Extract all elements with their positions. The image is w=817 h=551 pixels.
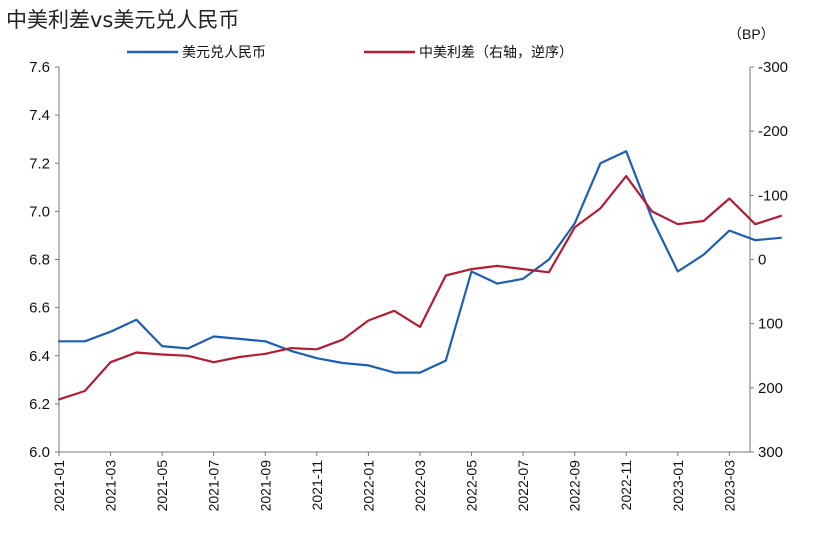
x-tick-label: 2021-09	[257, 460, 273, 512]
legend-label-spread: 中美利差（右轴，逆序）	[419, 45, 573, 61]
series-layer	[57, 150, 783, 401]
left-tick-label: 6.6	[29, 300, 50, 317]
legend-label-usdcny: 美元兑人民币	[182, 45, 266, 61]
left-tick-label: 6.0	[29, 444, 50, 461]
right-tick-label: -300	[758, 59, 788, 76]
x-tick-label: 2022-03	[412, 460, 428, 512]
x-tick-label: 2022-11	[618, 460, 634, 511]
right-tick-label: -200	[758, 123, 788, 140]
x-tick-label: 2021-07	[206, 460, 222, 512]
right-tick-label: 200	[758, 380, 783, 397]
right-tick-label: 0	[758, 252, 766, 269]
left-tick-label: 7.6	[29, 59, 50, 76]
x-tick-label: 2023-03	[721, 460, 737, 512]
x-tick-label: 2022-07	[515, 460, 531, 512]
right-tick-label: -100	[758, 187, 788, 204]
left-tick-label: 6.8	[29, 252, 50, 269]
series-line-usdcny	[57, 150, 783, 374]
x-tick-label: 2021-03	[103, 460, 119, 512]
axes: 6.0 6.2 6.4 6.6 6.8 7.0 7.2 7.4 7.6 -300 -200 -100 0…	[29, 59, 788, 511]
x-tick-label: 2023-01	[670, 460, 686, 512]
right-tick-label: 100	[758, 316, 783, 333]
x-tick-label: 2021-01	[51, 460, 67, 512]
chart-title: 中美利差vs美元兑人民币	[6, 8, 240, 32]
x-tick-label: 2022-09	[567, 460, 583, 512]
left-tick-label: 6.4	[29, 348, 50, 365]
left-tick-label: 7.2	[29, 155, 50, 172]
right-axis-unit: （BP）	[728, 26, 775, 42]
x-tick-label: 2022-05	[464, 460, 480, 512]
left-tick-label: 7.4	[29, 107, 50, 124]
legend: 美元兑人民币 中美利差（右轴，逆序）	[127, 45, 573, 61]
series-line-spread	[57, 175, 783, 401]
x-tick-label: 2021-05	[154, 460, 170, 512]
left-tick-label: 7.0	[29, 203, 50, 220]
left-tick-label: 6.2	[29, 396, 50, 413]
x-tick-label: 2021-11	[309, 460, 325, 511]
x-tick-label: 2022-01	[360, 460, 376, 512]
right-tick-label: 300	[758, 444, 783, 461]
